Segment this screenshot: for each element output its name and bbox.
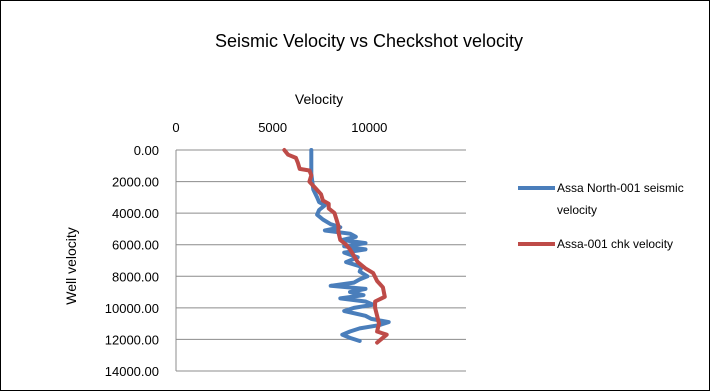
x-tick-label: 5000 [258, 120, 287, 135]
legend-label-1: Assa-001 chk velocity [557, 237, 673, 251]
y-tick-label: 6000.00 [112, 238, 159, 253]
x-tick-label: 0 [172, 120, 179, 135]
x-axis-title: Velocity [295, 91, 343, 107]
series-line-0 [309, 148, 391, 343]
y-axis-title: Well velocity [63, 227, 79, 305]
y-tick-label: 10000.00 [105, 301, 159, 316]
chart-title: Seismic Velocity vs Checkshot velocity [215, 31, 523, 51]
series-lines [282, 148, 391, 345]
y-tick-label: 14000.00 [105, 364, 159, 379]
x-tick-label: 10000 [351, 120, 387, 135]
y-tick-label: 4000.00 [112, 206, 159, 221]
legend-label-0: Assa North-001 seismic velocity [557, 181, 684, 217]
y-tick-label: 12000.00 [105, 332, 159, 347]
y-tick-label: 0.00 [134, 143, 159, 158]
gridlines [175, 149, 466, 372]
y-tick-label: 8000.00 [112, 269, 159, 284]
legend: Assa North-001 seismic velocity Assa-001 c… [518, 181, 684, 251]
x-axis-ticks: 0 5000 10000 [172, 120, 387, 135]
y-axis-ticks: 0.00 2000.00 4000.00 6000.00 8000.00 10000.00… [105, 143, 159, 379]
y-tick-label: 2000.00 [112, 175, 159, 190]
series-line-1 [282, 148, 389, 345]
